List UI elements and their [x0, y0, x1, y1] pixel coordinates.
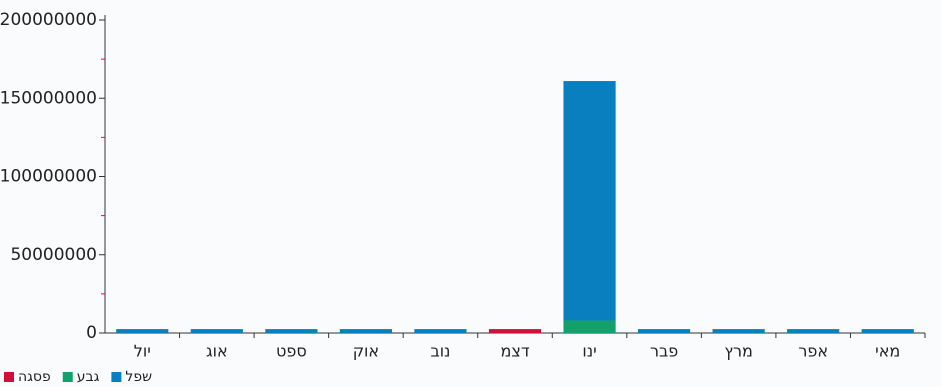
legend-swatch: [62, 372, 73, 382]
bar-segment: [414, 329, 467, 333]
bar-segment: [861, 329, 914, 333]
bar-segment: [190, 329, 243, 333]
bar-segment: [488, 329, 542, 333]
y-tick-label: 100000000: [0, 167, 97, 187]
y-tick-label: 200000000: [0, 10, 97, 30]
bar-segment: [712, 329, 765, 333]
bar-segment: [339, 329, 392, 333]
bar-segment: [563, 320, 616, 333]
x-tick-label: דצמ: [500, 342, 529, 361]
x-tick-label: נוב: [430, 342, 450, 361]
bar-segment: [265, 329, 318, 333]
x-tick-label: אוק: [353, 342, 379, 361]
bar-segment: [638, 329, 691, 333]
x-tick-label: יול: [134, 342, 151, 361]
x-tick-label: אוג: [206, 342, 228, 361]
y-tick-label: 150000000: [0, 88, 97, 108]
bar-segment: [787, 329, 840, 333]
x-tick-label: ספט: [276, 342, 307, 361]
x-tick-label: אפר: [798, 342, 828, 361]
legend-label: פסגה: [18, 369, 51, 385]
bar-segment: [116, 329, 169, 333]
legend-swatch: [111, 372, 122, 382]
x-tick-label: מרץ: [724, 342, 753, 361]
legend-swatch: [4, 372, 14, 382]
x-tick-label: ינו: [582, 342, 596, 361]
legend-label: גבע: [77, 369, 100, 385]
y-tick-label: 50000000: [10, 245, 97, 265]
x-tick-label: מאי: [875, 342, 900, 361]
y-tick-label: 0: [86, 323, 97, 343]
legend-label: שפל: [125, 369, 152, 385]
x-tick-label: פבר: [650, 342, 678, 361]
bar-segment: [563, 81, 616, 321]
